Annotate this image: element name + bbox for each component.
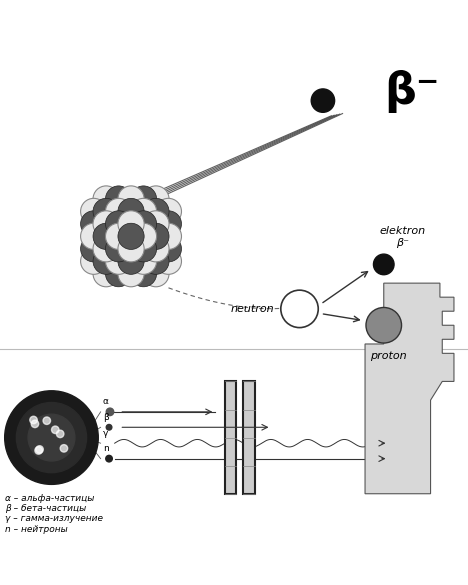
Circle shape	[118, 248, 144, 274]
Circle shape	[143, 223, 169, 249]
Text: γ – гамма-излучение: γ – гамма-излучение	[5, 514, 102, 524]
Circle shape	[131, 236, 157, 262]
Circle shape	[155, 248, 182, 274]
Circle shape	[155, 236, 182, 262]
Text: γ: γ	[103, 429, 108, 438]
Circle shape	[143, 236, 169, 262]
Circle shape	[80, 236, 107, 262]
Text: β: β	[103, 412, 109, 422]
Circle shape	[43, 417, 51, 425]
Circle shape	[155, 198, 182, 225]
Circle shape	[105, 248, 132, 274]
Circle shape	[105, 211, 132, 237]
Circle shape	[93, 223, 119, 249]
Circle shape	[143, 186, 169, 212]
Circle shape	[28, 414, 75, 461]
Text: n: n	[103, 444, 109, 453]
Circle shape	[35, 447, 42, 454]
Circle shape	[118, 198, 144, 225]
Circle shape	[93, 260, 119, 287]
Circle shape	[281, 290, 318, 328]
Circle shape	[93, 211, 119, 237]
Circle shape	[143, 211, 169, 237]
Text: n – нейтроны: n – нейтроны	[5, 525, 67, 534]
Text: β – бета-частицы: β – бета-частицы	[5, 504, 86, 513]
Circle shape	[143, 260, 169, 287]
Text: elektron
β⁻: elektron β⁻	[380, 226, 425, 248]
Circle shape	[105, 236, 132, 262]
Circle shape	[118, 260, 144, 287]
Circle shape	[131, 260, 157, 287]
Circle shape	[105, 223, 132, 249]
Circle shape	[373, 254, 394, 275]
Circle shape	[30, 417, 37, 424]
Circle shape	[105, 186, 132, 212]
Circle shape	[131, 223, 157, 249]
Circle shape	[155, 211, 182, 237]
FancyBboxPatch shape	[243, 381, 255, 494]
Circle shape	[131, 211, 157, 237]
Circle shape	[131, 198, 157, 225]
Circle shape	[118, 186, 144, 212]
Circle shape	[80, 198, 107, 225]
Circle shape	[311, 89, 335, 112]
Text: α: α	[103, 397, 109, 406]
Circle shape	[80, 223, 107, 249]
Circle shape	[36, 446, 44, 453]
Circle shape	[366, 308, 402, 343]
Circle shape	[105, 198, 132, 225]
Circle shape	[93, 236, 119, 262]
Circle shape	[105, 260, 132, 287]
Circle shape	[106, 408, 114, 415]
Circle shape	[106, 455, 112, 462]
Text: β⁻: β⁻	[384, 70, 439, 113]
Text: α – альфа-частицы: α – альфа-частицы	[5, 494, 94, 503]
Circle shape	[131, 186, 157, 212]
Circle shape	[155, 223, 182, 249]
Text: proton: proton	[370, 351, 407, 361]
Circle shape	[106, 425, 112, 430]
Circle shape	[93, 248, 119, 274]
Circle shape	[118, 236, 144, 262]
Circle shape	[31, 420, 39, 428]
Circle shape	[143, 198, 169, 225]
Circle shape	[60, 445, 68, 452]
Circle shape	[80, 248, 107, 274]
Polygon shape	[365, 283, 454, 494]
Text: neutron: neutron	[230, 304, 274, 314]
Circle shape	[80, 211, 107, 237]
Circle shape	[51, 426, 59, 433]
Circle shape	[57, 430, 64, 438]
Circle shape	[131, 248, 157, 274]
FancyBboxPatch shape	[225, 381, 236, 494]
Circle shape	[118, 223, 144, 249]
Circle shape	[93, 186, 119, 212]
Circle shape	[93, 198, 119, 225]
Circle shape	[143, 248, 169, 274]
Circle shape	[5, 391, 98, 484]
Circle shape	[16, 402, 87, 473]
Circle shape	[118, 211, 144, 237]
